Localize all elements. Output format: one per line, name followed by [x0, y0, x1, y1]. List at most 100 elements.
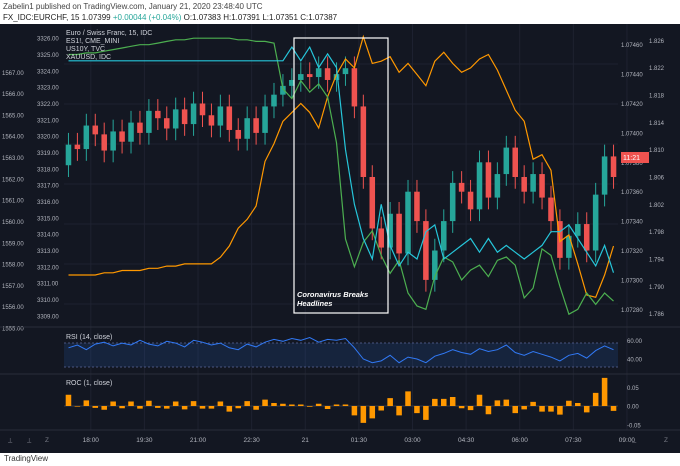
annotation-line-2: Headlines [297, 299, 332, 308]
publisher-line: Zabelin1 published on TradingView.com, J… [3, 2, 263, 11]
roc-bar [244, 401, 250, 406]
legend-es: ES1!, CME_MINI [66, 38, 119, 45]
candle-body [548, 197, 554, 222]
roc-bar [306, 406, 313, 407]
roc-bar [128, 401, 134, 406]
roc-bar [208, 406, 215, 409]
roc-bar [423, 406, 429, 420]
roc-bar [280, 403, 286, 406]
candle-body [467, 191, 474, 210]
candle-body [244, 118, 250, 139]
price-tag [621, 152, 649, 163]
candle-body [101, 134, 107, 151]
roc-bar [199, 406, 206, 409]
candle-body [199, 103, 206, 116]
es-tick-label: 3310.00 [37, 298, 59, 304]
annotation-line-1: Coronavirus Breaks [297, 290, 368, 299]
candle-body [512, 147, 519, 177]
es-tick-label: 3316.00 [37, 200, 59, 206]
ohlc-open: O:1.07383 [183, 13, 221, 22]
candle-body [83, 125, 90, 150]
es-tick-label: 3318.00 [37, 167, 59, 173]
roc-bar [315, 403, 322, 406]
es-tick-label: 3317.00 [37, 184, 59, 190]
chart-settings-button[interactable]: Z [664, 437, 668, 444]
scale-lock-button[interactable]: ⟂ [8, 437, 13, 444]
legend-xau: XAUUSD, IDC [66, 54, 111, 61]
candle-body [74, 144, 81, 150]
roc-bars [65, 377, 617, 423]
candle-body [503, 147, 510, 175]
roc-bar [405, 391, 411, 406]
roc-bar [101, 406, 107, 410]
roc-bar [253, 406, 259, 410]
symbol-name[interactable]: FX_IDC:EURCHF, 15 [3, 13, 80, 22]
candle-body [333, 74, 340, 80]
gold-tick-label: 1555.00 [2, 327, 24, 333]
gold-tick-label: 1566.00 [2, 92, 24, 98]
us10y-tick-label: 1.794 [649, 258, 665, 264]
candle-body [449, 182, 456, 222]
es-tick-label: 3322.00 [37, 102, 59, 108]
candle-body [190, 103, 197, 125]
scale-percent-button[interactable]: ⟂ [632, 437, 637, 444]
candle-body [110, 131, 116, 151]
candle-body [65, 144, 72, 166]
es-tick-label: 3325.00 [37, 53, 59, 59]
overlay-series [68, 34, 615, 316]
time-tick-label: 03:00 [404, 437, 421, 444]
gold-tick-label: 1561.00 [2, 199, 24, 205]
candle-body [172, 109, 179, 129]
candle-body [494, 174, 501, 198]
es-tick-label: 3320.00 [37, 135, 59, 141]
footer: TradingView [0, 453, 680, 466]
scale-auto-button[interactable]: Z [45, 437, 49, 444]
us10y-tick-label: 1.810 [649, 148, 665, 154]
gold-tick-label: 1557.00 [2, 284, 24, 290]
es-tick-label: 3323.00 [37, 86, 59, 92]
chart-header: Zabelin1 published on TradingView.com, J… [0, 0, 680, 24]
candle-body [423, 221, 429, 280]
roc-bar [414, 406, 420, 414]
candle-body [485, 162, 492, 198]
candle-body [405, 191, 411, 254]
legend-us10y: US10Y, TVC [66, 46, 105, 53]
roc-bar [467, 406, 474, 411]
tradingview-logo: TradingView [4, 454, 49, 463]
gold-tick-label: 1558.00 [2, 263, 24, 269]
roc-bar [137, 406, 143, 409]
roc-bar [83, 400, 90, 406]
rsi-tick-label: 40.00 [627, 358, 643, 364]
gold-tick-label: 1562.00 [2, 177, 24, 183]
us10y-axis: 1.826 1.822 1.818 1.814 1.810 1.806 1.802 1.798… [649, 39, 665, 318]
ohlc-low: L:1.07351 [262, 13, 298, 22]
candle-body [217, 106, 224, 126]
candle-body [521, 177, 527, 192]
roc-bar [476, 394, 483, 406]
candle-body [289, 79, 295, 86]
roc-bar [494, 400, 501, 406]
candle-body [298, 74, 304, 80]
rsi-label: RSI (14, close) [66, 334, 112, 341]
eurchf-tick-label: 1.07340 [621, 220, 643, 226]
roc-bar [324, 406, 331, 409]
time-tick-label: 21:00 [190, 437, 207, 444]
es-tick-label: 3326.00 [37, 37, 59, 43]
candle-body [271, 94, 277, 107]
time-tick-label: 07:30 [565, 437, 582, 444]
candle-body [601, 156, 608, 195]
es-tick-label: 3312.00 [37, 265, 59, 271]
candle-body [92, 125, 99, 135]
scale-log-button[interactable]: ⟂ [27, 437, 32, 444]
eurchf-tick-label: 1.07420 [621, 102, 643, 108]
roc-bar [333, 404, 340, 406]
us10y-tick-label: 1.786 [649, 312, 665, 318]
annotation-box[interactable] [293, 37, 389, 314]
us10y-tick-label: 1.818 [649, 93, 665, 99]
us10y-tick-label: 1.802 [649, 203, 665, 209]
roc-tick-label: 0.00 [627, 405, 639, 411]
roc-axis: 0.05 0.00 -0.05 [627, 386, 641, 430]
eurchf-tick-label: 1.07280 [621, 308, 643, 314]
us10y-tick-label: 1.814 [649, 121, 665, 127]
chart-canvas[interactable]: Coronavirus Breaks Headlines Euro / Swis… [0, 24, 680, 453]
